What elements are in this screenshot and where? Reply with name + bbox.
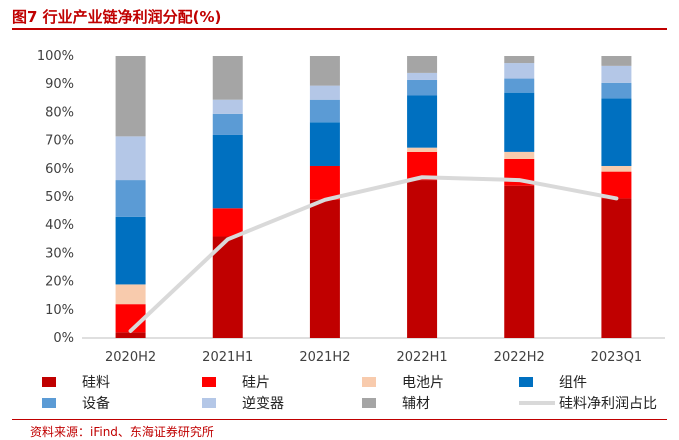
y-tick-label: 20% — [45, 275, 74, 290]
legend-swatch — [42, 377, 56, 387]
legend-label: 组件 — [559, 375, 587, 391]
legend-swatch — [362, 377, 376, 387]
legend-swatch — [42, 398, 56, 408]
bar-segment — [309, 56, 340, 86]
bar-segment — [115, 216, 146, 285]
y-tick-label: 50% — [45, 190, 74, 205]
x-tick-label: 2021H1 — [202, 350, 253, 365]
bar-segment — [504, 56, 535, 64]
y-tick-label: 40% — [45, 218, 74, 233]
bar-segment — [212, 236, 243, 338]
bar-segment — [407, 147, 438, 152]
legend-label: 设备 — [82, 395, 110, 412]
bar-segment — [309, 85, 340, 100]
legend-swatch — [202, 398, 216, 408]
legend-label: 逆变器 — [242, 396, 284, 412]
bar-segment — [504, 151, 535, 159]
legend-label: 硅片 — [242, 375, 270, 391]
line-series — [128, 175, 619, 333]
y-tick-label: 100% — [37, 49, 74, 64]
bar-segment — [309, 199, 340, 338]
bar-segment — [601, 198, 632, 338]
bar-segment — [407, 95, 438, 148]
x-tick-label: 2021H2 — [299, 350, 350, 365]
bar-segment — [309, 165, 340, 200]
bar-segment — [601, 165, 632, 172]
legend-label: 硅料净利润占比 — [559, 396, 657, 412]
bar-segment — [601, 65, 632, 83]
x-tick-label: 2022H1 — [397, 350, 448, 365]
bar-segment — [504, 92, 535, 152]
bar-segment — [309, 122, 340, 166]
x-tick-label: 2020H2 — [105, 350, 156, 365]
bar-segment — [115, 284, 146, 305]
bar-segment — [115, 332, 146, 338]
y-tick-label: 10% — [45, 303, 74, 318]
bar-segment — [601, 82, 632, 99]
title-underline — [12, 28, 667, 30]
bar-segment — [504, 63, 535, 79]
bar-segment — [212, 99, 243, 114]
bar-segment — [407, 79, 438, 96]
legend-swatch — [362, 398, 376, 408]
bar-segment — [601, 171, 632, 199]
bar-segment — [504, 185, 535, 338]
bar-segment — [115, 136, 146, 181]
legend-swatch — [519, 377, 533, 387]
bar-segment — [601, 56, 632, 66]
bar-segment — [407, 56, 438, 73]
legend-label: 硅料 — [82, 375, 110, 391]
bar-segment — [601, 98, 632, 166]
bar-segment — [212, 56, 243, 100]
x-tick-label: 2023Q1 — [591, 350, 643, 365]
bar-segment — [309, 99, 340, 123]
bar-segment — [407, 180, 438, 338]
bar-segment — [212, 208, 243, 237]
bar-segment — [407, 72, 438, 80]
legend-swatch — [202, 377, 216, 387]
bar-segment — [504, 78, 535, 93]
y-tick-label: 0% — [53, 331, 74, 346]
y-tick-label: 60% — [45, 162, 74, 177]
x-tick-label: 2022H2 — [494, 350, 545, 365]
y-tick-label: 70% — [45, 134, 74, 149]
bar-segment — [212, 134, 243, 209]
y-tick-label: 80% — [45, 105, 74, 120]
legend-label: 辅材 — [402, 396, 430, 412]
bar-segment — [115, 304, 146, 333]
bar-segment — [212, 113, 243, 135]
bar-segment — [115, 56, 146, 137]
y-tick-label: 30% — [45, 246, 74, 261]
bar-segment — [115, 180, 146, 217]
source-divider — [12, 419, 667, 420]
legend-label: 电池片 — [402, 375, 444, 391]
y-tick-label: 90% — [45, 77, 74, 92]
source-note: 资料来源：iFind、东海证券研究所 — [30, 425, 214, 439]
chart-title: 图7 行业产业链净利润分配(%) — [12, 8, 222, 26]
